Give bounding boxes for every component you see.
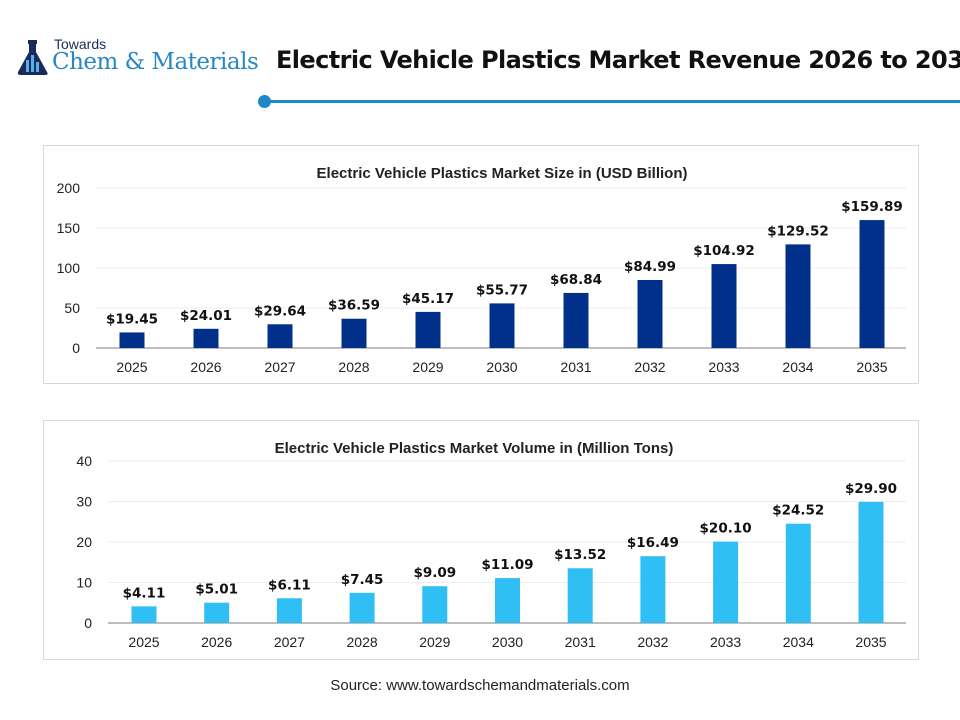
x-tick-label: 2033 [710,634,741,650]
chart-title: Electric Vehicle Plastics Market Size in… [317,165,688,182]
x-tick-label: 2035 [855,634,886,650]
data-label: $104.92 [693,243,755,259]
x-tick-label: 2030 [486,359,517,375]
bar [267,324,293,348]
y-tick-label: 20 [76,534,92,550]
title-rule [264,100,960,103]
bar [785,244,811,348]
data-label: $159.89 [841,199,903,215]
data-label: $19.45 [106,311,158,327]
volume-chart: Electric Vehicle Plastics Market Volume … [76,440,906,650]
x-tick-label: 2032 [637,634,668,650]
data-label: $5.01 [195,582,238,598]
x-tick-label: 2034 [783,634,814,650]
data-label: $7.45 [341,572,384,588]
y-tick-label: 0 [72,340,80,356]
x-tick-label: 2028 [338,359,369,375]
bar [422,586,448,623]
data-label: $45.17 [402,291,454,307]
x-tick-label: 2033 [708,359,739,375]
bar [119,332,145,348]
data-label: $24.52 [772,503,824,519]
x-tick-label: 2035 [856,359,887,375]
y-tick-label: 30 [76,494,92,510]
y-tick-label: 50 [64,300,80,316]
data-label: $84.99 [624,259,676,275]
size-chart-panel: Electric Vehicle Plastics Market Size in… [43,145,919,384]
data-label: $68.84 [550,272,602,288]
data-label: $13.52 [554,547,606,563]
y-tick-label: 0 [84,615,92,631]
bar [349,592,375,623]
bar [276,598,302,623]
bar [415,311,441,348]
bar [711,264,737,348]
bar [341,318,367,348]
x-tick-label: 2031 [565,634,596,650]
bar [495,578,520,623]
y-tick-label: 10 [76,575,92,591]
x-tick-label: 2029 [412,359,443,375]
data-label: $20.10 [700,521,752,537]
data-label: $36.59 [328,298,380,314]
data-label: $129.52 [767,223,829,239]
x-tick-label: 2027 [264,359,295,375]
bar [131,606,157,623]
x-tick-label: 2027 [274,634,305,650]
x-tick-label: 2025 [128,634,159,650]
y-tick-label: 100 [57,260,81,276]
x-tick-label: 2034 [782,359,813,375]
x-tick-label: 2029 [419,634,450,650]
bar [563,292,589,348]
y-tick-label: 150 [57,220,81,236]
logo-main-text: Chem & Materials [52,49,259,75]
bar [637,280,663,348]
logo: Towards Chem & Materials [16,36,261,78]
data-label: $9.09 [413,565,456,581]
bar [713,541,739,623]
x-tick-label: 2032 [634,359,665,375]
bar [858,501,884,623]
chart-title: Electric Vehicle Plastics Market Volume … [275,440,674,457]
data-label: $16.49 [627,535,679,551]
logo-top-text: Towards [54,36,107,52]
data-label: $6.11 [268,577,311,593]
x-tick-label: 2028 [347,634,378,650]
data-label: $29.90 [845,481,897,497]
bar [489,303,515,348]
bar [204,602,230,623]
page-title: Electric Vehicle Plastics Market Revenue… [276,46,960,74]
volume-chart-panel: Electric Vehicle Plastics Market Volume … [43,420,919,660]
bar [640,556,666,623]
data-label: $4.11 [123,585,166,601]
y-tick-label: 200 [57,180,81,196]
x-tick-label: 2026 [201,634,232,650]
bar [785,523,811,623]
source-note: Source: www.towardschemandmaterials.com [330,677,630,694]
data-label: $55.77 [476,282,528,298]
bar [859,220,885,348]
bar [567,568,593,623]
x-tick-label: 2026 [190,359,221,375]
data-label: $24.01 [180,308,232,324]
y-tick-label: 40 [76,453,92,469]
flask-logo-icon [17,40,48,75]
x-tick-label: 2025 [116,359,147,375]
x-tick-label: 2031 [560,359,591,375]
data-label: $11.09 [481,557,533,573]
bar [193,328,219,348]
x-tick-label: 2030 [492,634,523,650]
data-label: $29.64 [254,303,306,319]
size-chart: Electric Vehicle Plastics Market Size in… [57,165,906,375]
